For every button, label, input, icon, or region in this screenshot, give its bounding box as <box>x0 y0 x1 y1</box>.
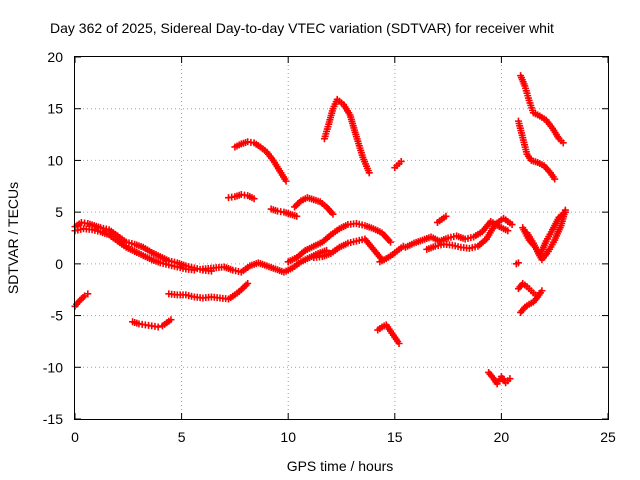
series-arc-16 <box>376 242 407 266</box>
x-tick-label: 25 <box>600 429 616 445</box>
y-tick-label: -5 <box>51 308 64 324</box>
x-tick-label: 15 <box>387 429 403 445</box>
y-tick-label: 5 <box>55 204 63 220</box>
series-arc-8 <box>225 191 258 203</box>
x-axis-label: GPS time / hours <box>287 458 394 474</box>
series-arc-11 <box>284 220 395 266</box>
x-tick-label: 5 <box>178 429 186 445</box>
series-arc-2 <box>71 225 198 274</box>
series-arc-25 <box>517 287 546 316</box>
data-point <box>395 339 403 347</box>
data-point <box>282 177 290 185</box>
data-point <box>538 287 546 295</box>
x-tick-label: 20 <box>494 429 510 445</box>
data-point <box>551 175 559 183</box>
y-tick-label: 15 <box>47 101 63 117</box>
y-tick-label: -15 <box>43 411 63 427</box>
data-point <box>508 221 516 229</box>
data-point <box>532 291 540 299</box>
plot-area <box>71 72 569 388</box>
series-arc-4 <box>129 316 175 331</box>
data-point <box>154 323 162 331</box>
series-arc-21 <box>517 72 567 147</box>
data-point <box>387 238 395 246</box>
data-point <box>506 375 514 383</box>
data-point <box>442 212 450 220</box>
data-point <box>504 227 512 235</box>
series-arc-22 <box>514 117 559 183</box>
series-arc-1 <box>71 218 215 275</box>
series-arc-14 <box>374 321 403 347</box>
data-point <box>365 169 373 177</box>
series-arc-7 <box>231 138 290 185</box>
data-point <box>559 139 567 147</box>
plot-frame <box>74 56 609 420</box>
x-tick-label: 0 <box>71 429 79 445</box>
data-point <box>514 259 522 267</box>
series-arc-5 <box>165 280 252 303</box>
series-arc-19 <box>433 212 450 226</box>
data-point <box>167 316 175 324</box>
y-tick-label: 10 <box>47 152 63 168</box>
y-axis-label: SDTVAR / TECUs <box>5 182 21 294</box>
y-tick-label: -10 <box>43 359 63 375</box>
data-point <box>244 280 252 288</box>
data-point <box>250 195 258 203</box>
series-arc-6 <box>199 246 331 276</box>
data-point <box>397 157 405 165</box>
data-point <box>84 290 92 298</box>
series-arc-27 <box>512 259 522 268</box>
series-arc-13 <box>320 95 373 177</box>
data-point <box>561 208 569 216</box>
y-tick-label: 0 <box>55 256 63 272</box>
series-arc-9 <box>267 205 301 220</box>
series-arc-10 <box>291 194 337 218</box>
series-arc-26 <box>514 280 540 299</box>
data-point <box>190 266 198 274</box>
chart-title: Day 362 of 2025, Sidereal Day-to-day VTE… <box>50 20 554 36</box>
data-point <box>329 210 337 218</box>
series-arc-20 <box>485 368 514 388</box>
series-arc-24 <box>523 208 569 260</box>
series-arc-18 <box>423 214 516 253</box>
data-point <box>293 212 301 220</box>
series-arc-15 <box>391 157 405 172</box>
x-tick-label: 10 <box>280 429 296 445</box>
y-tick-label: 20 <box>47 49 63 65</box>
